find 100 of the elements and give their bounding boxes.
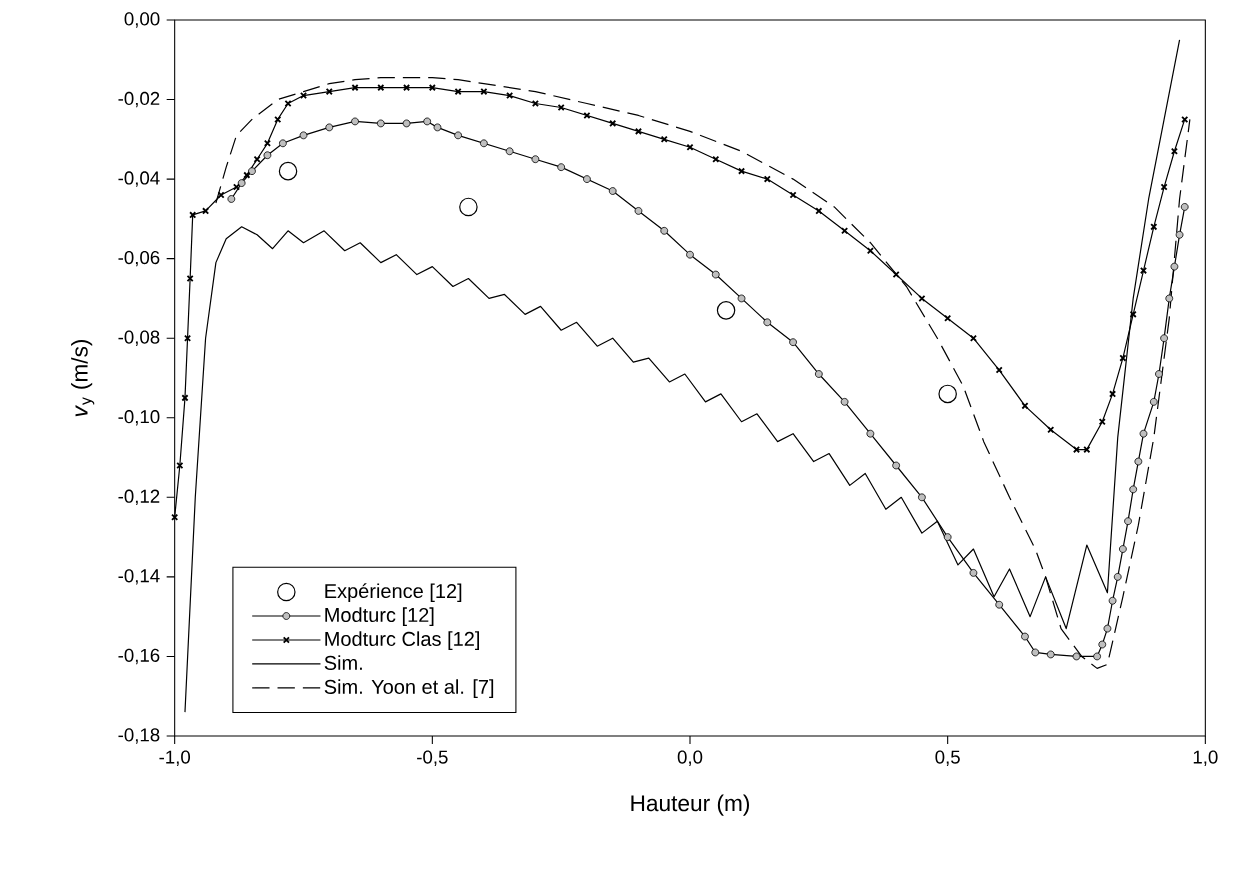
point (459, 197, 478, 217)
point (814, 370, 823, 378)
point (299, 91, 308, 100)
point (402, 84, 411, 92)
point (1093, 652, 1101, 661)
point (279, 139, 287, 148)
point (237, 179, 246, 187)
point (1103, 624, 1112, 633)
x-tick-label: -0,5 (417, 750, 448, 766)
point (918, 493, 926, 502)
x-axis-title: Hauteur (m) (631, 794, 750, 816)
legend-label: Sim. Yoon et al. [7] (324, 679, 494, 698)
point (892, 461, 900, 470)
point (505, 147, 514, 156)
point (634, 127, 643, 135)
x-tick-label: -1,0 (159, 750, 191, 766)
y-tick-label: -0,12 (118, 489, 160, 506)
point (1149, 397, 1158, 406)
point (1139, 267, 1148, 275)
y-tick-label: -0,04 (118, 171, 160, 187)
point (686, 250, 694, 259)
point (1160, 334, 1168, 343)
point (716, 301, 736, 320)
point (763, 318, 772, 327)
point (402, 119, 411, 128)
point (217, 191, 225, 199)
point (263, 139, 272, 147)
point (1165, 294, 1174, 303)
x-tick-label: 0,0 (677, 750, 703, 766)
point (1155, 370, 1163, 378)
y-tick-label: -0,16 (118, 648, 160, 665)
point (248, 167, 256, 176)
point (557, 163, 566, 172)
point (789, 338, 797, 347)
point (480, 139, 488, 148)
point (1108, 596, 1117, 605)
y-tick-label: -0,14 (118, 569, 160, 585)
point (711, 270, 720, 279)
point (737, 294, 746, 303)
point (943, 533, 952, 541)
point (1119, 354, 1127, 362)
point (299, 131, 308, 140)
legend-label: Sim. (324, 655, 362, 670)
point (454, 131, 462, 140)
point (227, 195, 236, 203)
legend-label: Modturc Clas [12] (325, 631, 479, 650)
point (1180, 203, 1189, 211)
point (278, 161, 298, 181)
point (815, 207, 823, 215)
point (1072, 446, 1081, 454)
y-tick-label: -0,18 (118, 728, 160, 744)
point (969, 569, 978, 577)
y-tick-label: -0,02 (118, 91, 160, 108)
x-tick-label: 1,0 (1193, 750, 1218, 766)
point (1098, 640, 1107, 649)
point (789, 191, 797, 199)
point (1031, 648, 1040, 657)
point (423, 117, 432, 126)
point (1160, 183, 1168, 191)
y-tick-label: -0,10 (118, 410, 160, 426)
point (1021, 402, 1029, 410)
point (1113, 573, 1122, 581)
point (660, 226, 669, 235)
point (1046, 650, 1055, 659)
point (1129, 485, 1138, 494)
point (1072, 652, 1081, 661)
point (428, 84, 436, 92)
point (274, 115, 282, 124)
y-tick-label: -0,06 (118, 250, 160, 267)
point (1124, 517, 1132, 526)
point (1119, 545, 1127, 553)
point (1175, 230, 1184, 239)
point (1134, 457, 1143, 466)
point (866, 429, 875, 438)
y-tick-label: -0,08 (118, 330, 160, 346)
point (608, 187, 617, 195)
point (181, 394, 189, 402)
point (995, 366, 1003, 374)
point (243, 171, 251, 179)
point (609, 119, 617, 127)
point (686, 143, 694, 151)
legend-label: Modturc [12] (325, 607, 434, 627)
point (634, 207, 643, 215)
x-tick-label: 0,5 (935, 750, 960, 766)
point (1139, 429, 1148, 438)
point (506, 91, 514, 100)
y-axis-title: v$_{y}$ (m/s) (71, 339, 95, 417)
legend-label: Expérience [12] (325, 583, 462, 603)
point (1170, 262, 1179, 271)
point (531, 155, 540, 164)
point (351, 117, 359, 126)
point (433, 123, 442, 132)
y-tick-label: 0,00 (124, 12, 160, 28)
point (1021, 632, 1029, 641)
point (325, 123, 334, 132)
point (263, 151, 272, 160)
point (583, 175, 591, 183)
point (938, 384, 957, 404)
point (995, 600, 1004, 609)
point (376, 119, 385, 128)
